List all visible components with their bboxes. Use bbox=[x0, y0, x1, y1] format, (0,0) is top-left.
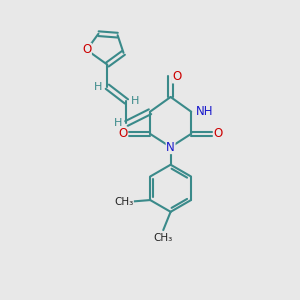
Text: O: O bbox=[214, 127, 223, 140]
Text: H: H bbox=[131, 96, 140, 106]
Text: N: N bbox=[166, 141, 175, 154]
Text: NH: NH bbox=[196, 105, 213, 118]
Text: O: O bbox=[118, 127, 128, 140]
Text: H: H bbox=[113, 118, 122, 128]
Text: O: O bbox=[82, 44, 91, 56]
Text: CH₃: CH₃ bbox=[154, 233, 173, 243]
Text: CH₃: CH₃ bbox=[114, 196, 133, 206]
Text: O: O bbox=[172, 70, 182, 83]
Text: H: H bbox=[94, 82, 103, 92]
